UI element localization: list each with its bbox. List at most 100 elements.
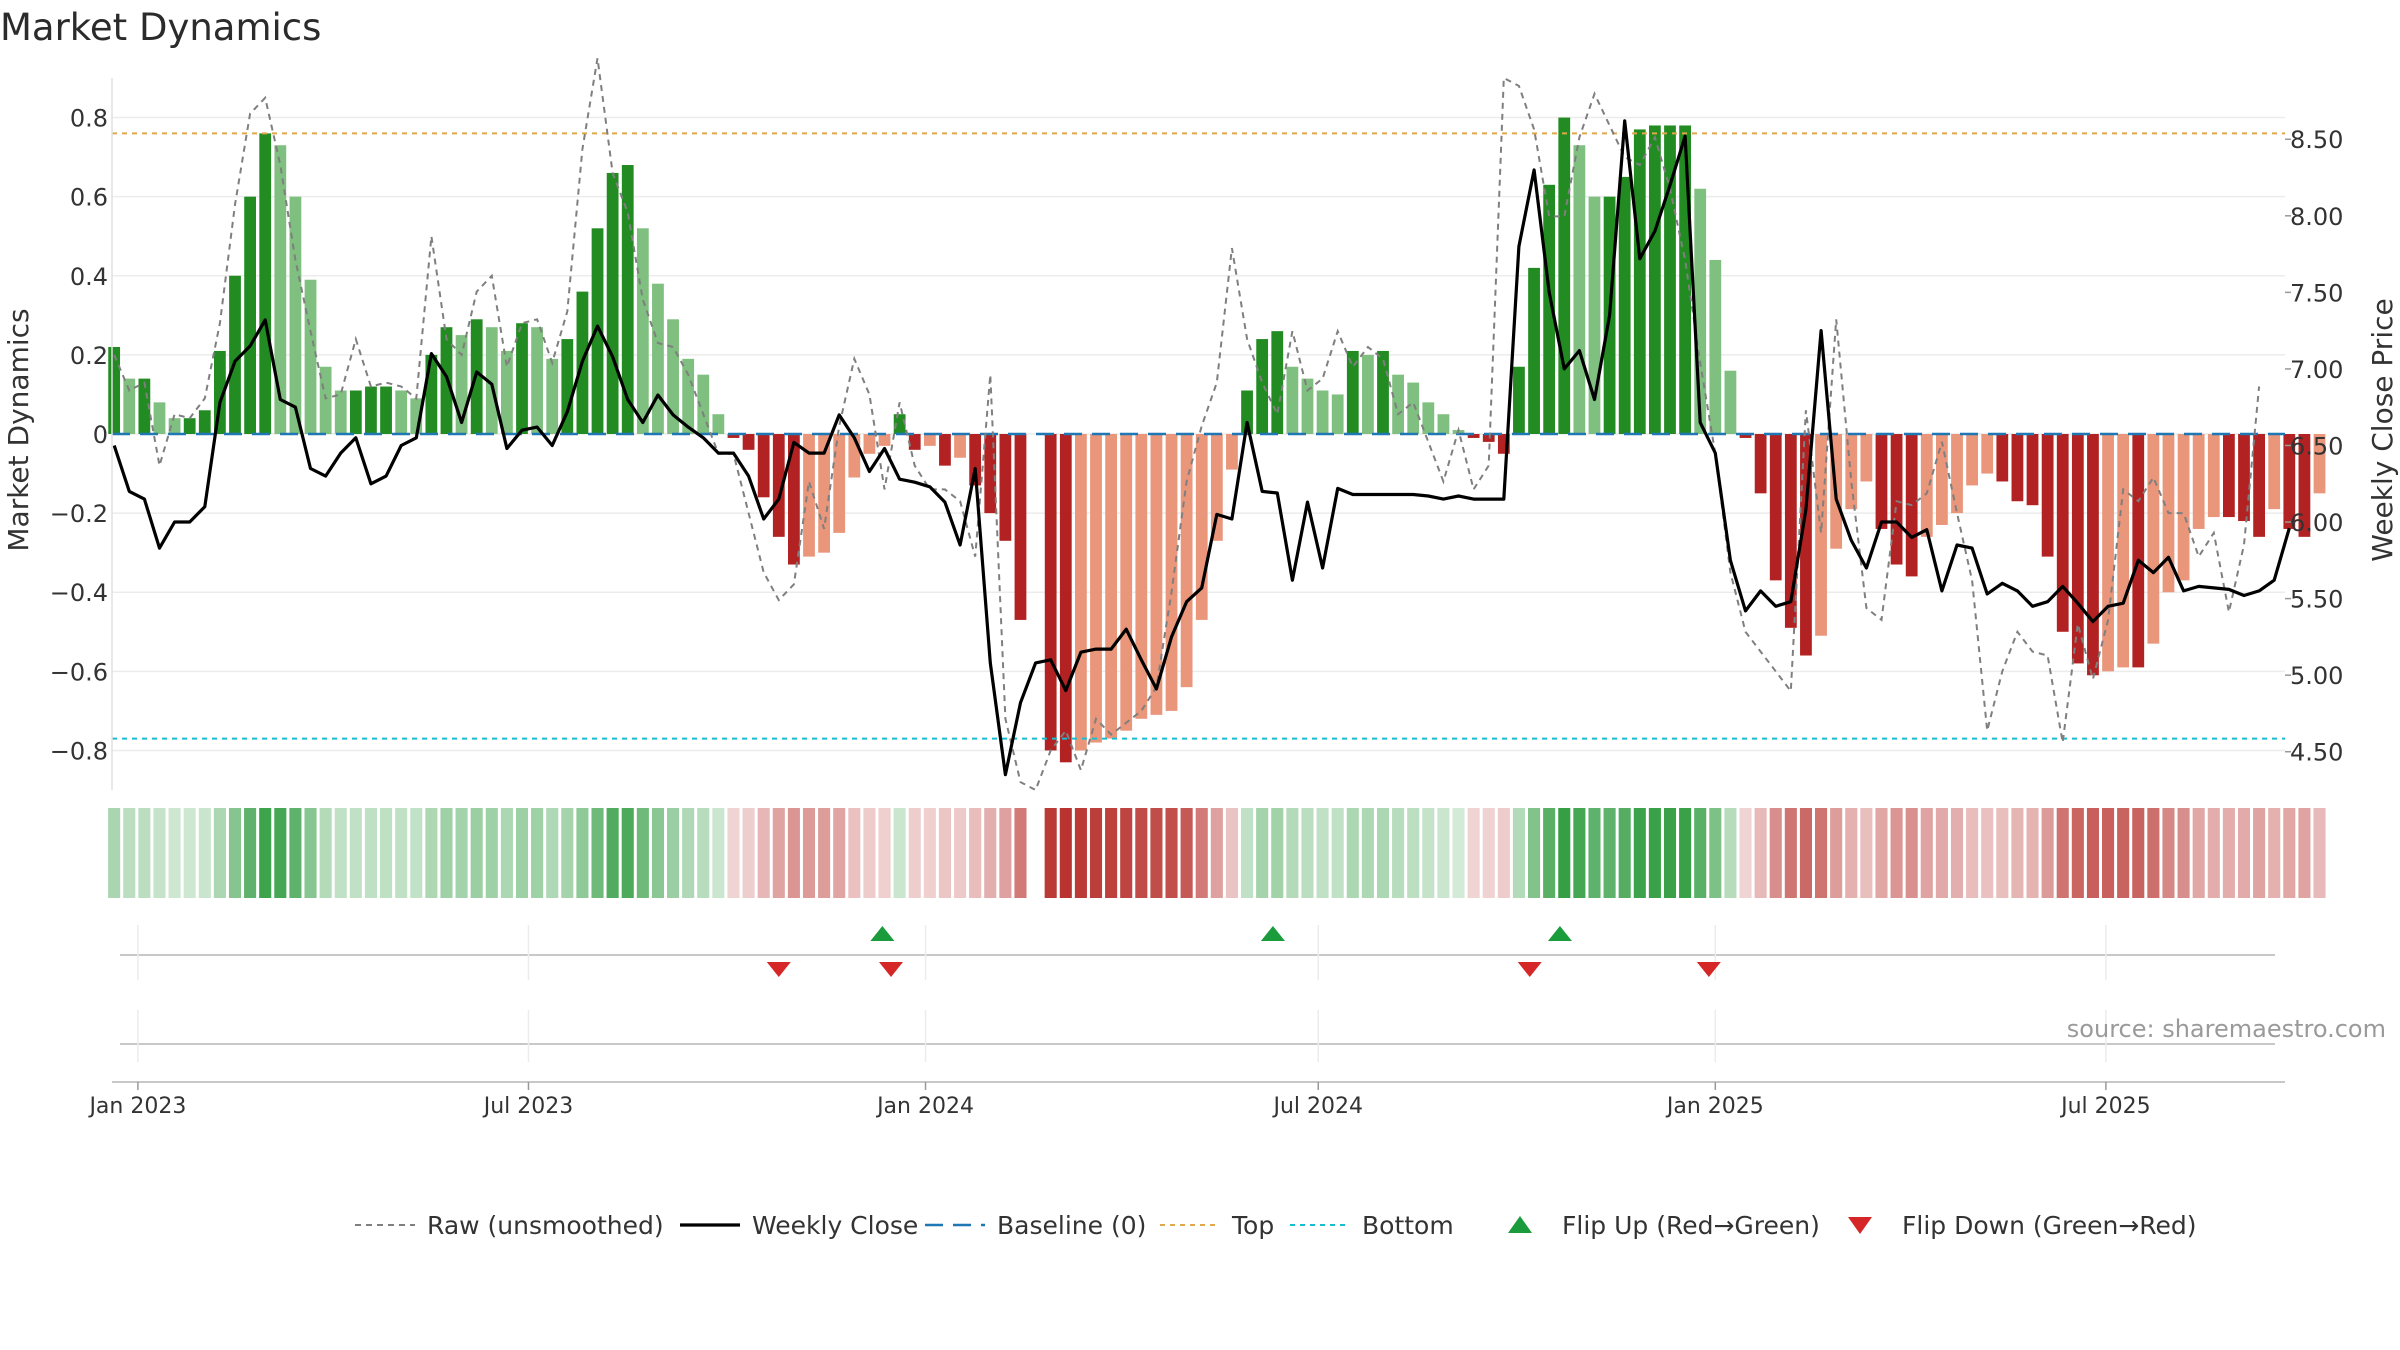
dynamics-bar <box>1392 374 1404 434</box>
dynamics-bar <box>1920 434 1933 537</box>
axes-layer: 0.8 0.6 0.4 0.2 0 −0.2 −0.4 −0.6 −0.8 8.50 8.00 7.5… <box>2 78 2399 790</box>
regime-cell <box>304 808 317 898</box>
dynamics-bar <box>501 350 513 434</box>
legend-item: Raw (unsmoothed) <box>355 1211 664 1240</box>
dynamics-bar <box>606 172 619 434</box>
dynamics-bar <box>561 339 574 434</box>
regime-cell <box>1120 808 1133 898</box>
regime-cell <box>2086 808 2099 898</box>
legend-label: Flip Up (Red→Green) <box>1562 1211 1820 1240</box>
regime-cell <box>531 808 544 898</box>
regime-cell <box>2222 808 2235 898</box>
dynamics-bar <box>2268 434 2281 510</box>
dynamics-bar <box>1573 145 1586 434</box>
dynamics-bar <box>1331 394 1344 434</box>
regime-cell <box>1905 808 1918 898</box>
x-tick-label: Jan 2025 <box>1665 1094 1764 1119</box>
dynamics-bar <box>818 434 830 553</box>
dynamics-bar <box>1860 434 1873 482</box>
regime-cell <box>667 808 680 898</box>
dynamics-bar <box>1044 434 1057 751</box>
dynamics-bar <box>2192 434 2205 529</box>
regime-cell <box>108 808 121 898</box>
regime-cell <box>999 808 1012 898</box>
close-series <box>112 119 2291 777</box>
dynamics-bars <box>108 117 2326 763</box>
regime-cell <box>455 808 468 898</box>
dynamics-bar <box>1875 434 1888 529</box>
regime-cell <box>1830 808 1843 898</box>
regime-cell <box>802 808 816 898</box>
regime-cell <box>546 808 559 898</box>
y-tick-label: −0.4 <box>50 579 108 607</box>
dynamics-bar <box>1362 354 1374 434</box>
dynamics-bar <box>1195 434 1208 620</box>
source-label: source: sharemaestro.com <box>2067 1015 2386 1043</box>
regime-cell <box>863 808 876 898</box>
dynamics-bar <box>863 434 876 454</box>
y2-tick-label: 6.50 <box>2290 432 2343 460</box>
regime-cell <box>1150 808 1163 898</box>
regime-cell <box>1573 808 1586 898</box>
dynamics-bar <box>1090 434 1102 743</box>
dynamics-bar <box>2026 434 2039 506</box>
dynamics-bar <box>969 434 982 486</box>
x-tick-label: Jan 2024 <box>875 1094 974 1119</box>
regime-cell <box>1210 808 1223 898</box>
dynamics-bar <box>183 418 196 434</box>
regime-cell <box>1845 808 1858 898</box>
legend-label: Top <box>1231 1211 1274 1240</box>
dynamics-bar <box>1996 434 2009 482</box>
regime-cell <box>2026 808 2039 898</box>
legend-item: Bottom <box>1290 1211 1454 1240</box>
dynamics-bar <box>1588 196 1601 434</box>
y2-tick-label: 7.00 <box>2290 356 2343 384</box>
x-tick-label: Jan 2023 <box>87 1094 186 1119</box>
dynamics-bar <box>833 434 846 533</box>
dynamics-bar <box>2011 434 2024 502</box>
regime-cell <box>485 808 498 898</box>
regime-cell <box>712 808 725 898</box>
dynamics-bar <box>1256 339 1269 434</box>
regime-cell <box>1603 808 1616 898</box>
dynamics-bar <box>1739 434 1752 438</box>
dynamics-bar <box>546 358 559 434</box>
regime-cell <box>2102 808 2115 898</box>
regime-cell <box>1981 808 1994 898</box>
dynamics-bar <box>244 196 256 434</box>
dynamics-bar <box>1966 434 1978 486</box>
regime-cell <box>1105 808 1118 898</box>
dynamics-bar <box>319 366 332 434</box>
dynamics-bar <box>214 350 226 434</box>
dynamics-bar <box>1407 382 1420 434</box>
flip-down-marker <box>879 962 903 977</box>
dynamics-bar <box>2283 434 2296 529</box>
regime-cell <box>2192 808 2205 898</box>
dynamics-bar <box>1105 434 1117 739</box>
x-tick-label: Jul 2025 <box>2059 1094 2151 1119</box>
dynamics-bar <box>2238 434 2250 522</box>
dynamics-bar <box>274 145 287 434</box>
regime-cell <box>923 808 936 898</box>
dynamics-bar <box>2223 434 2235 518</box>
regime-cell <box>274 808 287 898</box>
legend-label: Baseline (0) <box>997 1211 1146 1240</box>
dynamics-bar <box>1694 188 1707 434</box>
dynamics-bar <box>667 319 679 434</box>
regime-cell <box>2268 808 2281 898</box>
legend: Raw (unsmoothed) Weekly Close Baseline (0)… <box>355 1211 2197 1240</box>
regime-cell <box>1316 808 1329 898</box>
dynamics-bar <box>1528 267 1540 434</box>
legend-swatch-flip-up <box>1508 1216 1532 1233</box>
y-tick-label: 0 <box>93 421 108 449</box>
dynamics-bar <box>2177 434 2190 581</box>
dynamics-bar <box>788 434 800 565</box>
y2-tick-label: 5.50 <box>2290 586 2343 614</box>
dynamics-bar <box>485 327 498 434</box>
regime-cell <box>1467 808 1480 898</box>
regime-cell <box>591 808 604 898</box>
regime-cell <box>1558 808 1571 898</box>
y2-tick-label: 8.00 <box>2290 203 2343 231</box>
regime-cell <box>2132 808 2145 898</box>
dynamics-bar <box>727 434 740 438</box>
